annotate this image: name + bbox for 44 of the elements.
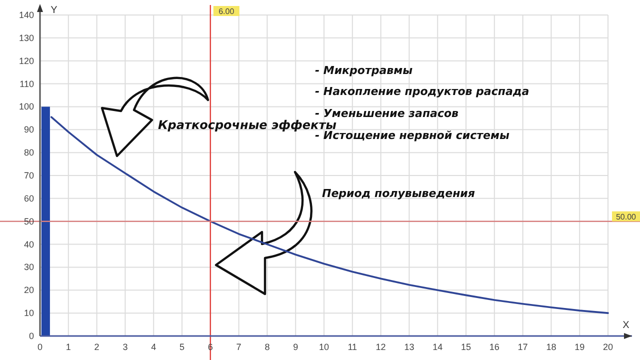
x-tick-label: 12: [376, 342, 386, 352]
line-series: [50, 116, 609, 314]
x-tick-label: 10: [318, 342, 330, 352]
y-axis-title: Y: [50, 5, 58, 16]
x-tick-label: 5: [179, 342, 185, 352]
y-tick-label: 110: [20, 78, 34, 89]
x-tick-label: 3: [122, 342, 128, 352]
y-tick-label: 20: [24, 285, 34, 296]
x-tick-label: 13: [404, 342, 414, 352]
y-tick-label: 100: [18, 102, 34, 112]
x-tick-label: 7: [236, 342, 242, 352]
x-tick-label: 16: [489, 342, 500, 352]
ref-line-label: 6.00: [218, 7, 235, 16]
y-tick-label: 10: [24, 308, 34, 318]
y-tick-label: 0: [28, 331, 34, 341]
x-tick-label: 18: [546, 342, 556, 352]
x-tick-label: 14: [432, 342, 443, 352]
x-tick-label: 15: [460, 342, 472, 352]
x-tick-label: 1: [66, 342, 71, 352]
y-tick-label: 140: [18, 10, 34, 20]
y-tick-label: 70: [24, 170, 34, 180]
x-tick-label: 4: [151, 342, 156, 352]
ref-line-label: 50.00: [616, 212, 637, 222]
y-tick-label: 120: [18, 56, 34, 66]
x-tick-label: 17: [518, 342, 528, 352]
x-tick-label: 19: [574, 342, 585, 352]
annotation: - Истощение нервной системы: [315, 129, 510, 142]
x-tick-label: 11: [348, 342, 358, 352]
x-tick-label: 2: [94, 342, 100, 352]
annotation: Период полувыведения: [322, 187, 475, 200]
x-tick-label: 20: [602, 342, 614, 352]
y-tick-label: 40: [24, 239, 34, 250]
annotation: - Накопление продуктов распада: [315, 85, 530, 98]
x-tick-label: 9: [293, 342, 298, 352]
y-tick-label: 90: [24, 124, 34, 135]
annotation: - Уменьшение запасов: [315, 107, 459, 120]
x-tick-label: 0: [37, 342, 43, 352]
x-axis-title: X: [622, 320, 630, 331]
x-tick-label: 8: [264, 342, 270, 352]
y-tick-label: 130: [18, 32, 34, 43]
y-tick-label: 80: [24, 148, 34, 158]
y-tick-label: 60: [24, 193, 34, 204]
annotation: - Микротравмы: [315, 64, 413, 77]
y-tick-label: 30: [24, 262, 34, 272]
